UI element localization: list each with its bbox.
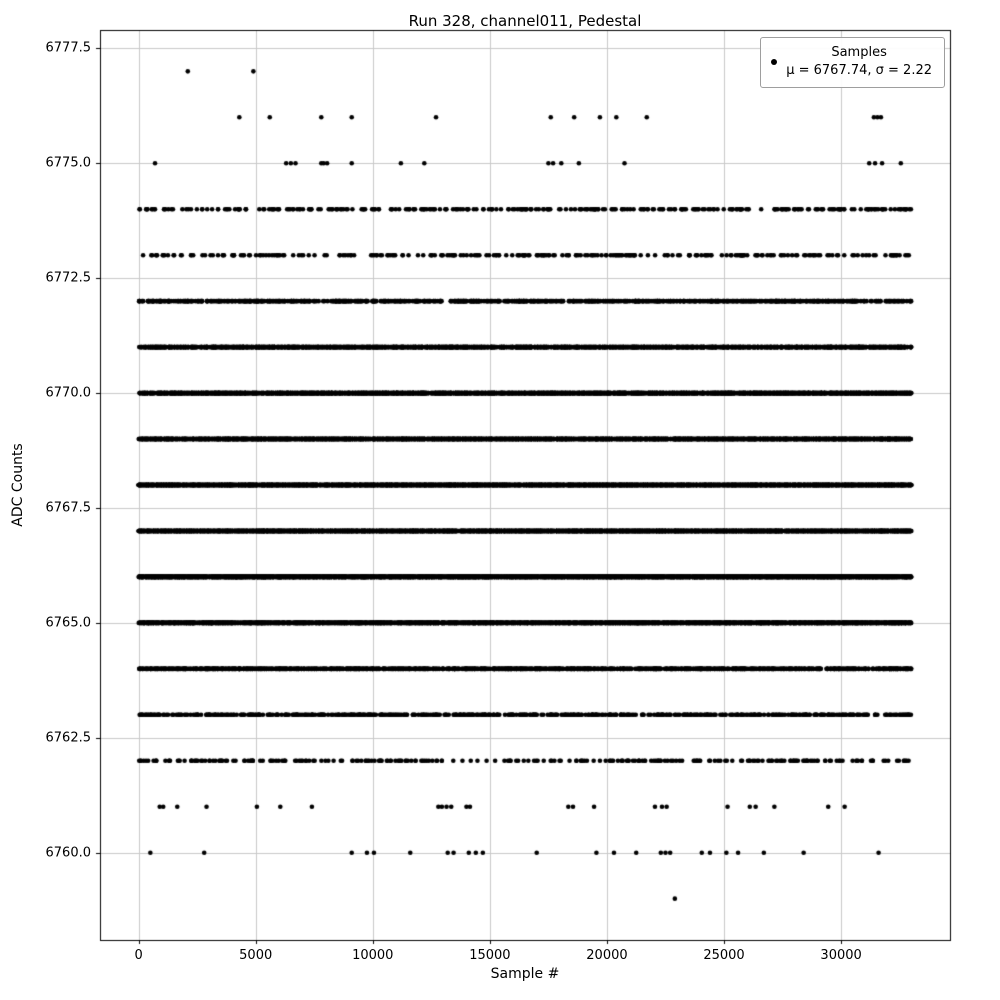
chart-title: Run 328, channel011, Pedestal [408,12,642,30]
y-tick-label: 6762.5 [45,730,92,746]
y-tick-label: 6777.5 [45,40,92,56]
x-tick-label: 25000 [703,948,745,963]
y-tick-label: 6765.0 [45,615,92,631]
y-tick-label: 6770.0 [45,385,92,401]
y-tick-label: 6772.5 [45,270,92,286]
x-tick-label: 10000 [352,948,394,963]
y-tick-label: 6775.0 [45,155,92,171]
legend-sample-marker-icon [771,59,778,66]
legend-text: Samples μ = 6767.74, σ = 2.22 [786,44,932,80]
x-tick-label: 30000 [820,948,862,963]
y-axis-label: ADC Counts [10,443,26,527]
y-tick-label: 6760.0 [45,845,92,861]
legend-label: Samples [831,45,887,60]
legend: Samples μ = 6767.74, σ = 2.22 [760,37,945,89]
x-tick-label: 0 [134,948,143,963]
legend-stats: μ = 6767.74, σ = 2.22 [786,63,932,79]
x-tick-label: 20000 [586,948,628,963]
x-tick-label: 15000 [469,948,511,963]
y-tick-label: 6767.5 [45,500,92,516]
x-tick-label: 5000 [239,948,273,963]
x-axis-label: Sample # [490,966,560,982]
